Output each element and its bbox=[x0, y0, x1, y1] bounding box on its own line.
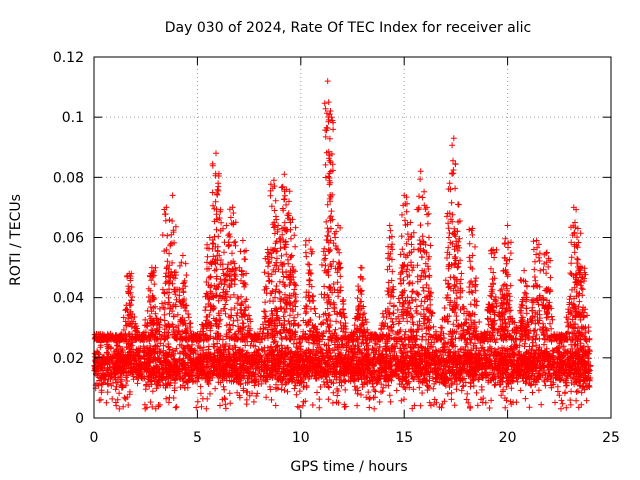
roti-point bbox=[530, 339, 536, 346]
roti-point bbox=[410, 386, 417, 393]
roti-point bbox=[296, 388, 303, 395]
roti-point bbox=[370, 355, 377, 362]
roti-point bbox=[116, 390, 123, 397]
roti-point bbox=[249, 390, 255, 397]
roti-point bbox=[325, 342, 332, 349]
roti-point bbox=[197, 383, 204, 390]
roti-point bbox=[325, 383, 332, 390]
roti-point bbox=[459, 383, 466, 390]
roti-point bbox=[242, 342, 249, 349]
roti-point bbox=[419, 390, 426, 396]
roti-point bbox=[253, 393, 260, 399]
roti-point bbox=[514, 378, 521, 385]
roti-point bbox=[495, 345, 502, 352]
roti-point bbox=[393, 387, 400, 394]
roti-point bbox=[192, 378, 199, 385]
roti-point bbox=[197, 390, 204, 397]
roti-point bbox=[293, 391, 300, 398]
roti-point bbox=[491, 382, 498, 389]
data-points bbox=[91, 78, 594, 412]
roti-point bbox=[529, 389, 536, 396]
roti-point bbox=[378, 381, 385, 388]
roti-point bbox=[584, 343, 591, 350]
roti-point bbox=[336, 351, 343, 358]
roti-point bbox=[464, 390, 471, 397]
